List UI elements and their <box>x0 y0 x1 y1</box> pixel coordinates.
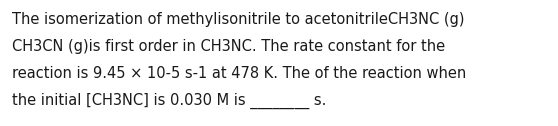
Text: the initial [CH3NC] is 0.030 M is ________ s.: the initial [CH3NC] is 0.030 M is ______… <box>12 93 326 109</box>
Text: The isomerization of methylisonitrile to acetonitrileCH3NC (g): The isomerization of methylisonitrile to… <box>12 12 464 27</box>
Text: CH3CN (g)is first order in CH3NC. The rate constant for the: CH3CN (g)is first order in CH3NC. The ra… <box>12 39 445 54</box>
Text: reaction is 9.45 × 10-5 s-1 at 478 K. The of the reaction when: reaction is 9.45 × 10-5 s-1 at 478 K. Th… <box>12 66 466 81</box>
